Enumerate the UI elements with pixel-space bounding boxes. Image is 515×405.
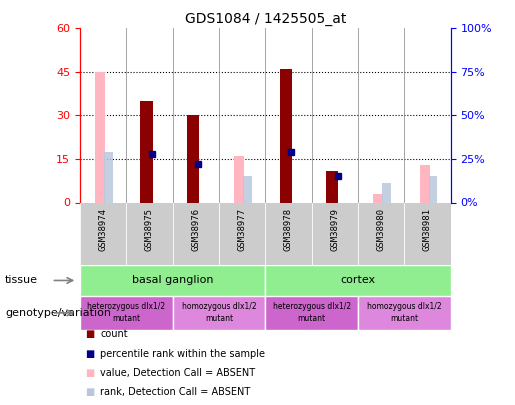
Text: heterozygous dlx1/2
mutant: heterozygous dlx1/2 mutant [272, 303, 351, 323]
Bar [126, 202, 173, 265]
Text: GSM38981: GSM38981 [423, 207, 432, 251]
Bar [234, 156, 244, 202]
Bar [358, 296, 451, 330]
Bar [95, 72, 106, 202]
Text: homozygous dlx1/2
mutant: homozygous dlx1/2 mutant [182, 303, 256, 323]
Bar [429, 177, 437, 202]
Text: rank, Detection Call = ABSENT: rank, Detection Call = ABSENT [100, 388, 251, 397]
Bar [187, 115, 199, 202]
Bar [244, 177, 252, 202]
Bar [80, 202, 126, 265]
Text: GSM38980: GSM38980 [376, 207, 386, 251]
Bar [280, 69, 291, 202]
Text: cortex: cortex [340, 275, 375, 286]
Text: GSM38979: GSM38979 [330, 207, 339, 251]
Text: GSM38975: GSM38975 [145, 207, 154, 251]
Text: GSM38976: GSM38976 [191, 207, 200, 251]
Bar [326, 171, 338, 202]
Text: genotype/variation: genotype/variation [5, 308, 111, 318]
Bar [105, 152, 113, 202]
Text: tissue: tissue [5, 275, 38, 286]
Bar [80, 296, 173, 330]
Text: GSM38974: GSM38974 [98, 207, 108, 251]
Bar [141, 101, 152, 202]
Text: ■: ■ [85, 368, 95, 378]
Text: value, Detection Call = ABSENT: value, Detection Call = ABSENT [100, 368, 255, 378]
Text: ■: ■ [85, 388, 95, 397]
Bar [265, 202, 312, 265]
Title: GDS1084 / 1425505_at: GDS1084 / 1425505_at [184, 12, 346, 26]
Bar [373, 194, 383, 202]
Bar [219, 202, 265, 265]
Bar [80, 265, 265, 296]
Text: GSM38978: GSM38978 [284, 207, 293, 251]
Bar [312, 202, 358, 265]
Text: heterozygous dlx1/2
mutant: heterozygous dlx1/2 mutant [87, 303, 165, 323]
Bar [265, 296, 358, 330]
Bar [420, 165, 430, 202]
Text: GSM38977: GSM38977 [237, 207, 247, 251]
Text: homozygous dlx1/2
mutant: homozygous dlx1/2 mutant [367, 303, 441, 323]
Bar [173, 202, 219, 265]
Bar [404, 202, 451, 265]
Text: count: count [100, 329, 128, 339]
Text: basal ganglion: basal ganglion [132, 275, 213, 286]
Text: ■: ■ [85, 329, 95, 339]
Text: ■: ■ [85, 349, 95, 358]
Bar [265, 265, 451, 296]
Bar [173, 296, 265, 330]
Bar [383, 183, 391, 202]
Text: percentile rank within the sample: percentile rank within the sample [100, 349, 265, 358]
Bar [358, 202, 404, 265]
